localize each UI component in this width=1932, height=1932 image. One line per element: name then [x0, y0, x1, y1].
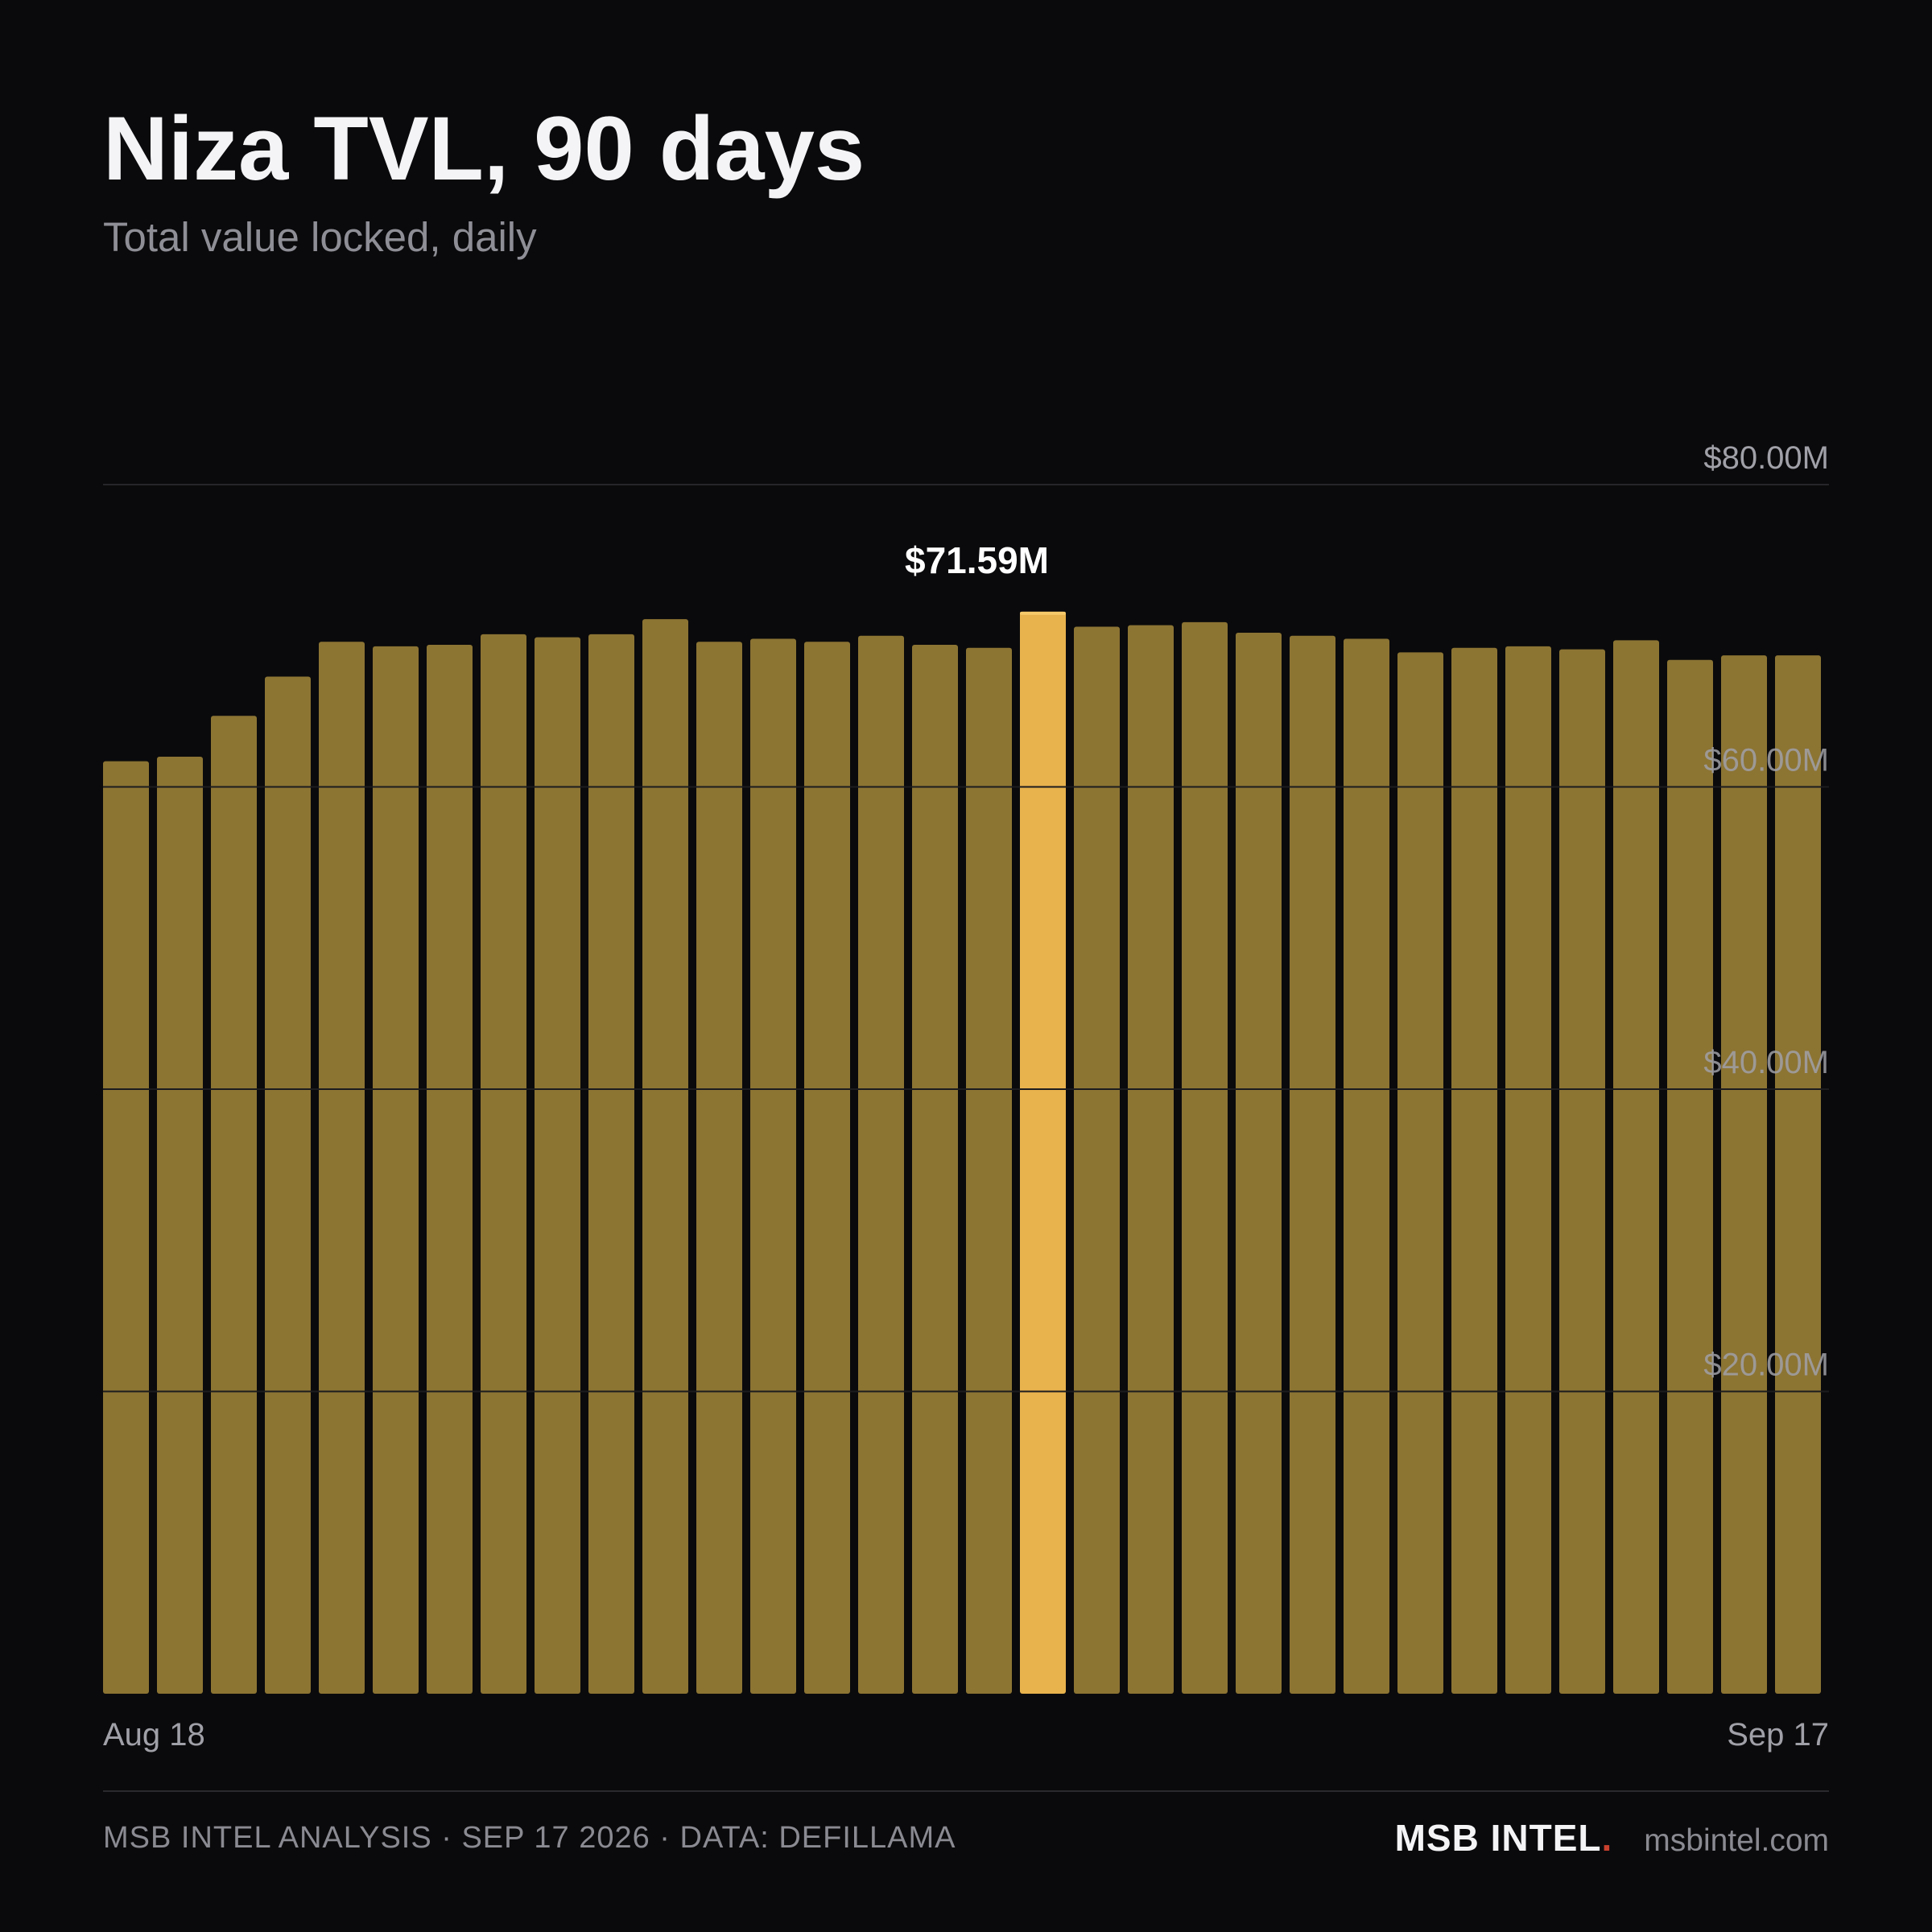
bar [1397, 652, 1443, 1694]
chart-title: Niza TVL, 90 days [103, 98, 865, 199]
bar [1505, 646, 1551, 1694]
bar [1128, 625, 1174, 1694]
bar-chart: $20.00M $40.00M $60.00M $80.00M Aug 18 Sep 1… [103, 440, 1829, 1752]
y-tick-label: $80.00M [1703, 440, 1829, 476]
y-tick-label: $60.00M [1703, 743, 1829, 778]
bar [750, 638, 796, 1694]
peak-value-label: $71.59M [905, 539, 1049, 581]
bar [1667, 659, 1713, 1694]
bar [1451, 647, 1497, 1694]
bar [642, 619, 688, 1694]
bar [1613, 640, 1659, 1694]
bar [535, 637, 580, 1694]
bar [265, 676, 311, 1695]
annotations: $71.59M [905, 539, 1049, 581]
brand-logo: MSB INTEL [1394, 1817, 1602, 1859]
footer-brand-group: MSB INTEL. msbintel.com [1395, 1816, 1829, 1860]
bar [1236, 632, 1282, 1694]
chart-subtitle: Total value locked, daily [103, 214, 537, 260]
bar [1775, 655, 1821, 1695]
x-tick-label-end: Sep 17 [1727, 1717, 1829, 1752]
footer-website: msbintel.com [1644, 1823, 1829, 1858]
bar [373, 646, 419, 1694]
bar [1290, 635, 1335, 1694]
x-tick-labels: Aug 18 Sep 17 [103, 1717, 1829, 1752]
bar [1074, 626, 1120, 1694]
bar [103, 761, 149, 1694]
bar [427, 645, 473, 1694]
bar [858, 635, 904, 1694]
y-tick-labels: $20.00M $40.00M $60.00M $80.00M [1703, 440, 1829, 1383]
footer-source: MSB INTEL ANALYSIS · SEP 17 2026 · DATA:… [103, 1821, 956, 1855]
bar [157, 756, 203, 1695]
y-tick-label: $20.00M [1703, 1348, 1829, 1383]
bar [211, 716, 257, 1694]
bar [1344, 638, 1389, 1694]
bar-highlight [1020, 611, 1066, 1694]
bar [966, 647, 1012, 1694]
bar [1182, 621, 1228, 1694]
bar [696, 642, 742, 1694]
bar-highlight-cap [1020, 611, 1066, 615]
bar [912, 645, 958, 1694]
brand-logo-dot: . [1601, 1817, 1612, 1859]
bar [481, 634, 526, 1694]
gridlines [103, 484, 1829, 1393]
bar [1559, 649, 1605, 1694]
x-tick-label-start: Aug 18 [103, 1717, 205, 1752]
bar [804, 642, 850, 1694]
bar [319, 642, 365, 1694]
y-tick-label: $40.00M [1703, 1045, 1829, 1080]
bars [103, 611, 1821, 1695]
bar [588, 634, 634, 1694]
bar [1721, 655, 1767, 1695]
footer-divider [103, 1790, 1829, 1792]
